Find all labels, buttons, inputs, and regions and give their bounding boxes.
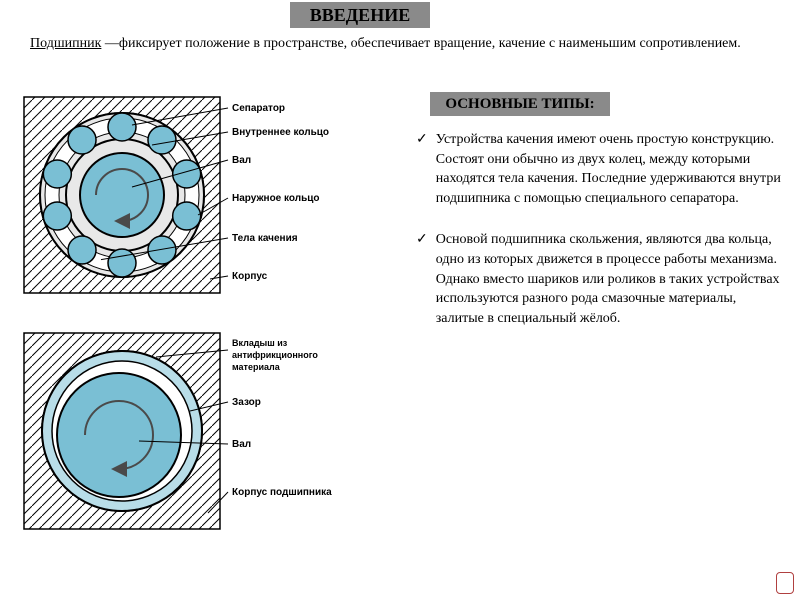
bullets-list: ✓ Устройства качения имеют очень простую… — [416, 130, 784, 350]
svg-text:Тела качения: Тела качения — [232, 233, 298, 244]
svg-text:Зазор: Зазор — [232, 397, 261, 408]
svg-text:Наружное кольцо: Наружное кольцо — [232, 193, 320, 204]
check-icon: ✓ — [416, 230, 428, 328]
diagrams-area: Сепаратор Внутреннее кольцо Вал Наружное ко… — [12, 80, 412, 552]
svg-text:Сепаратор: Сепаратор — [232, 103, 285, 114]
bullet-text: Устройства качения имеют очень простую к… — [436, 130, 784, 208]
svg-text:Вал: Вал — [232, 439, 251, 450]
svg-text:Корпус: Корпус — [232, 271, 268, 282]
definition-term: Подшипник — [30, 36, 101, 51]
svg-text:Вал: Вал — [232, 155, 251, 166]
svg-text:материала: материала — [232, 362, 281, 372]
svg-text:Вкладыш из: Вкладыш из — [232, 338, 288, 348]
definition-rest: —фиксирует положение в пространстве, обе… — [101, 36, 740, 51]
page-badge-icon — [776, 572, 794, 594]
bullet-item: ✓ Основой подшипника скольжения, являютс… — [416, 230, 784, 328]
check-icon: ✓ — [416, 130, 428, 208]
definition: Подшипник —фиксирует положение в простра… — [30, 34, 770, 54]
subtitle-bar: ОСНОВНЫЕ ТИПЫ: — [430, 92, 610, 116]
svg-text:Внутреннее кольцо: Внутреннее кольцо — [232, 127, 329, 138]
diagram-rolling-bearing: Сепаратор Внутреннее кольцо Вал Наружное ко… — [12, 80, 412, 316]
svg-text:антифрикционного: антифрикционного — [232, 350, 318, 360]
bullet-text: Основой подшипника скольжения, являются … — [436, 230, 784, 328]
bullet-item: ✓ Устройства качения имеют очень простую… — [416, 130, 784, 208]
title-bar: ВВЕДЕНИЕ — [290, 2, 430, 28]
svg-text:Корпус подшипника: Корпус подшипника — [232, 487, 332, 498]
diagram-plain-bearing: Вкладыш из антифрикционного материала Зазор… — [12, 316, 412, 552]
